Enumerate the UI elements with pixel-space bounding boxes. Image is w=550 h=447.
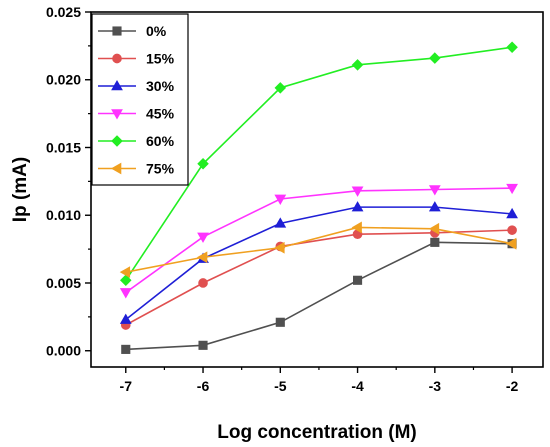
series-line [125, 206, 513, 321]
series-75-percent [119, 221, 517, 279]
data-point [197, 157, 209, 170]
series-line [125, 46, 513, 281]
data-point [274, 194, 287, 205]
series-15-percent [120, 225, 517, 330]
y-axis-label: Ip (mA) [10, 157, 31, 222]
legend-marker [112, 53, 122, 64]
series-60-percent [120, 41, 518, 287]
legend-box [91, 13, 189, 186]
data-point [119, 313, 132, 324]
data-point [198, 340, 208, 350]
data-point [506, 207, 518, 219]
legend-marker [110, 162, 122, 175]
data-point [506, 237, 517, 250]
x-tick-label: -2 [506, 378, 519, 394]
legend-label: 30% [146, 78, 175, 94]
series-layer [119, 41, 518, 354]
data-point [506, 41, 518, 53]
legend-marker [111, 135, 123, 147]
series-30-percent [119, 201, 518, 324]
data-point [506, 183, 518, 195]
legend-item: 0% [98, 23, 167, 39]
y-tick-label: 0.015 [46, 139, 81, 155]
data-point [119, 266, 131, 279]
legend-label: 60% [146, 133, 175, 149]
data-point [275, 317, 285, 327]
series-line [125, 229, 513, 326]
data-point [351, 59, 364, 71]
x-tick-label: -7 [120, 378, 133, 394]
data-point [351, 221, 362, 234]
data-point [274, 82, 287, 94]
series-line [125, 226, 513, 273]
data-point [198, 278, 208, 288]
data-point [353, 275, 363, 285]
legend-item: 75% [98, 161, 175, 177]
data-point [197, 232, 209, 243]
series-45-percent [119, 183, 518, 299]
legend-item: 45% [98, 106, 175, 122]
data-point [430, 237, 440, 247]
data-point [507, 225, 517, 235]
legend-label: 75% [146, 161, 175, 177]
legend: 0% 15% 30% 45% 60% 75% [91, 13, 189, 186]
data-point [121, 344, 131, 354]
legend-marker [112, 26, 122, 36]
series-0-percent [121, 237, 517, 354]
legend-label: 15% [146, 51, 175, 67]
y-tick-label: 0.000 [46, 343, 81, 359]
data-point [429, 52, 441, 64]
x-tick-label: -6 [197, 378, 210, 394]
data-point [428, 185, 441, 196]
data-point [274, 241, 285, 254]
data-point [351, 186, 364, 197]
data-point [119, 288, 132, 299]
data-point [428, 201, 441, 212]
x-tick-label: -5 [274, 378, 287, 394]
data-point [428, 222, 440, 235]
legend-marker [111, 109, 123, 120]
y-tick-label: 0.025 [46, 4, 81, 20]
y-tick-label: 0.005 [46, 275, 81, 291]
x-tick-label: -3 [429, 378, 442, 394]
y-tick-label: 0.010 [46, 207, 81, 223]
data-point [197, 251, 208, 264]
plot-frame [90, 11, 544, 368]
legend-marker [111, 79, 123, 91]
axes: -7 -6 -5 -4 -3 -2 0.000 0.005 0.010 0.015 0.020 0.0… [46, 4, 544, 394]
x-tick-label: -4 [351, 378, 364, 394]
legend-item: 60% [98, 133, 175, 149]
x-axis-label: Log concentration (M) [217, 422, 416, 443]
data-point [274, 217, 287, 228]
data-point [351, 201, 364, 212]
series-line [125, 241, 513, 351]
data-point [120, 274, 132, 287]
series-line [125, 187, 513, 294]
legend-item: 15% [98, 51, 175, 67]
legend-label: 45% [146, 106, 175, 122]
y-tick-label: 0.020 [46, 72, 81, 88]
legend-item: 30% [98, 78, 175, 94]
legend-label: 0% [146, 23, 167, 39]
